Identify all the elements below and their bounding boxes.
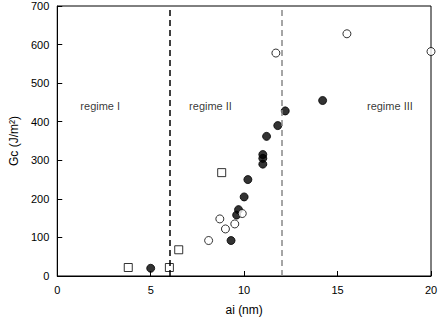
svg-text:5: 5 xyxy=(148,284,154,296)
svg-text:400: 400 xyxy=(31,116,49,128)
svg-text:700: 700 xyxy=(31,0,49,12)
svg-text:Gc (J/m²): Gc (J/m²) xyxy=(7,116,21,166)
svg-text:600: 600 xyxy=(31,39,49,51)
svg-text:10: 10 xyxy=(238,284,250,296)
svg-text:20: 20 xyxy=(425,284,437,296)
svg-text:500: 500 xyxy=(31,77,49,89)
svg-text:0: 0 xyxy=(43,270,49,282)
svg-text:15: 15 xyxy=(331,284,343,296)
svg-text:regime III: regime III xyxy=(367,100,413,112)
svg-text:200: 200 xyxy=(31,193,49,205)
svg-text:100: 100 xyxy=(31,231,49,243)
svg-text:ai (nm): ai (nm) xyxy=(225,303,262,317)
svg-text:300: 300 xyxy=(31,154,49,166)
svg-text:0: 0 xyxy=(54,284,60,296)
svg-text:regime I: regime I xyxy=(80,100,120,112)
svg-text:regime II: regime II xyxy=(189,100,232,112)
